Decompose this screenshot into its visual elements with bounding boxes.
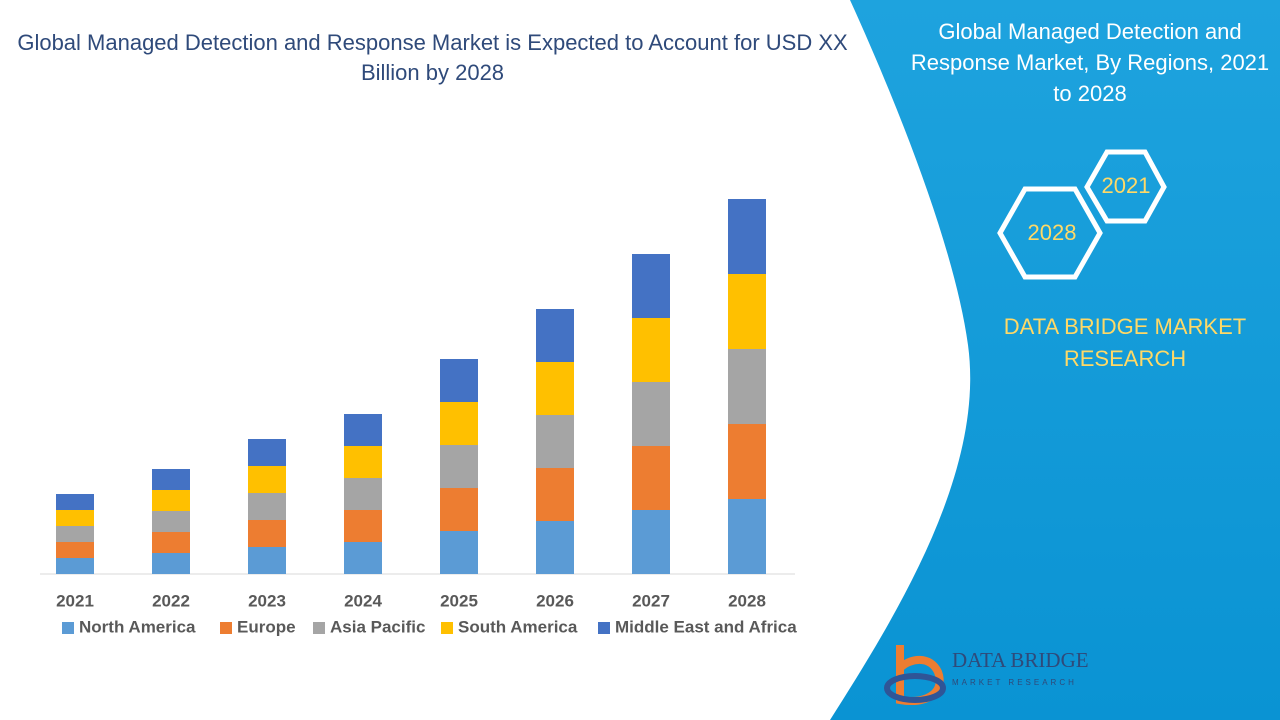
- bar-segment: [248, 520, 286, 547]
- bar-segment: [440, 445, 478, 488]
- bar-segment: [152, 490, 190, 511]
- bar-segment: [440, 488, 478, 531]
- x-tick-label: 2023: [248, 591, 286, 610]
- side-panel: [830, 0, 1280, 720]
- bar-segment: [728, 199, 766, 274]
- bar-segment: [728, 499, 766, 574]
- bar-segment: [344, 446, 382, 478]
- legend-swatch: [313, 622, 325, 634]
- legend-label: Europe: [237, 617, 296, 636]
- bar-segment: [632, 510, 670, 574]
- bar-segment: [152, 511, 190, 532]
- bar-segment: [536, 309, 574, 362]
- x-tick-label: 2028: [728, 591, 766, 610]
- bar-segment: [344, 414, 382, 446]
- legend-label: Middle East and Africa: [615, 617, 797, 636]
- bar-segment: [56, 494, 94, 510]
- bar-segment: [152, 532, 190, 553]
- bar-segment: [344, 478, 382, 510]
- bar-segment: [248, 466, 286, 493]
- logo: DATA BRIDGE MARKET RESEARCH: [884, 645, 1089, 705]
- bar-segment: [632, 382, 670, 446]
- bar-segment: [248, 439, 286, 466]
- legend-swatch: [62, 622, 74, 634]
- legend-label: South America: [458, 617, 578, 636]
- bar-segment: [248, 493, 286, 520]
- x-tick-label: 2026: [536, 591, 574, 610]
- bar-segment: [632, 254, 670, 318]
- legend-swatch: [441, 622, 453, 634]
- legend-swatch: [220, 622, 232, 634]
- legend-label: Asia Pacific: [330, 617, 425, 636]
- bar-segment: [728, 424, 766, 499]
- bar-segment: [56, 526, 94, 542]
- brand: DATA BRIDGE MARKET RESEARCH: [1003, 314, 1247, 371]
- logo-tagline: MARKET RESEARCH: [952, 678, 1077, 687]
- legend-swatch: [598, 622, 610, 634]
- bar-segment: [56, 542, 94, 558]
- panel-title: Global Managed Detection and Response Ma…: [910, 19, 1270, 106]
- bar-segment: [536, 362, 574, 415]
- bar-segment: [632, 318, 670, 382]
- x-tick-label: 2021: [56, 591, 94, 610]
- bar-segment: [248, 547, 286, 574]
- bar-segment: [152, 553, 190, 574]
- chart-title: Global Managed Detection and Response Ma…: [17, 30, 848, 85]
- x-tick-label: 2024: [344, 591, 382, 610]
- bar-segment: [440, 359, 478, 402]
- bar-segment: [728, 349, 766, 424]
- logo-name: DATA BRIDGE: [952, 648, 1089, 672]
- x-tick-label: 2027: [632, 591, 670, 610]
- bar-segment: [56, 558, 94, 574]
- logo-mark: [884, 673, 946, 703]
- bar-segment: [440, 402, 478, 445]
- bar-segment: [536, 521, 574, 574]
- bar-segment: [344, 542, 382, 574]
- bar-segment: [728, 274, 766, 349]
- hexagon: [1084, 149, 1167, 224]
- bar-segment: [344, 510, 382, 542]
- bar-segment: [152, 469, 190, 490]
- bar-segment: [536, 415, 574, 468]
- hexagon: [997, 186, 1103, 280]
- bar-segment: [536, 468, 574, 521]
- hexagon-label: 2028: [1028, 220, 1077, 245]
- bar-segment: [632, 446, 670, 510]
- legend-label: North America: [79, 617, 196, 636]
- x-tick-label: 2025: [440, 591, 478, 610]
- x-tick-label: 2022: [152, 591, 190, 610]
- bar-segment: [56, 510, 94, 526]
- hexagon-label: 2021: [1102, 173, 1151, 198]
- bar-segment: [440, 531, 478, 574]
